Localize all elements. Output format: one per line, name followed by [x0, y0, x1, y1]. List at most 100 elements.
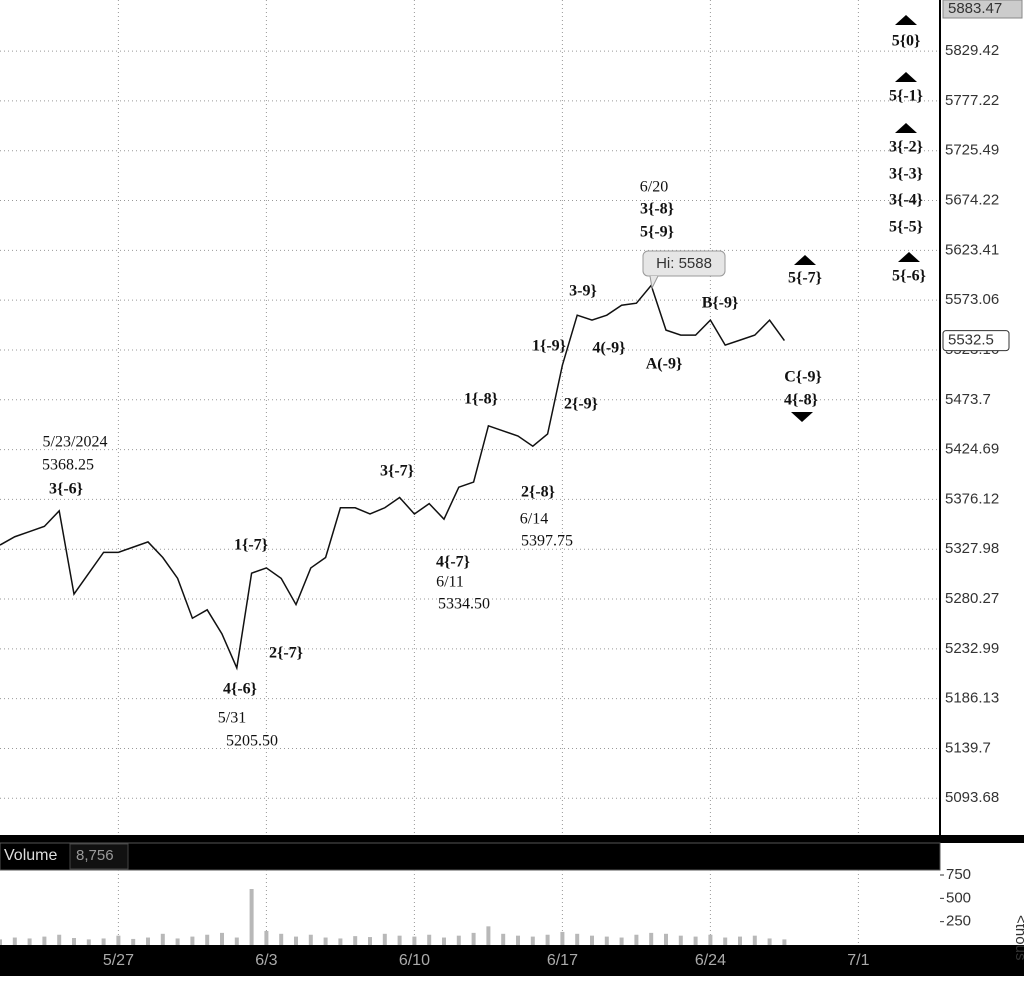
volume-bar: [723, 937, 728, 945]
y-tick-label: 5777.22: [945, 92, 999, 109]
up-arrow: [895, 15, 917, 25]
volume-bar: [42, 936, 47, 945]
wave-label: 5{-5}: [889, 219, 923, 236]
volume-bar: [397, 935, 402, 945]
y-tick-label: 5327.98: [945, 540, 999, 557]
x-tick-label: 7/1: [847, 952, 869, 969]
volume-bar: [264, 931, 269, 945]
y-tick-label: 5186.13: [945, 690, 999, 707]
wave-label: 3{-7}: [380, 463, 414, 480]
volume-bar: [560, 931, 565, 945]
wave-label: 5368.25: [42, 457, 94, 474]
last-price-box: [942, 330, 1010, 352]
volume-bar: [131, 938, 136, 945]
volume-bar: [545, 934, 550, 945]
volume-bar: [693, 936, 698, 945]
y-tick-label: 5674.22: [945, 192, 999, 209]
volume-bar: [427, 934, 432, 945]
volume-bar: [353, 936, 358, 945]
volume-unit: <thous: [1012, 915, 1024, 960]
volume-bar: [220, 932, 224, 945]
wave-label: 2{-8}: [521, 484, 555, 501]
volume-bar: [72, 938, 76, 945]
volume-bar: [456, 935, 461, 945]
wave-label: 4{-8}: [784, 392, 818, 409]
wave-label: 5{0}: [892, 33, 921, 50]
y-tick-label: 5623.41: [945, 241, 999, 258]
volume-bar: [471, 932, 476, 945]
volume-bar: [205, 934, 210, 945]
volume-bar: [738, 936, 742, 945]
callout-pointer: [649, 275, 659, 290]
volume-header: [0, 842, 941, 871]
y-tick-label: 5725.49: [945, 142, 999, 159]
wave-label: 3{-2}: [889, 139, 923, 156]
wave-label: 5{-7}: [788, 270, 822, 287]
volume-bar: [338, 938, 343, 945]
volume-bar: [664, 933, 668, 945]
up-arrow: [895, 72, 917, 82]
wave-label: 6/20: [640, 179, 668, 196]
wave-label: 1{-8}: [464, 391, 498, 408]
x-tick-label: 6/17: [547, 952, 578, 969]
volume-bar: [234, 937, 239, 945]
volume-bar: [27, 938, 32, 945]
wave-label: 2{-7}: [269, 645, 303, 662]
separator: [0, 835, 1024, 843]
volume-bar: [190, 936, 195, 945]
wave-label: 3-9}: [569, 283, 597, 300]
volume-tick-label: 500: [946, 889, 971, 906]
y-tick-label: 5280.27: [945, 590, 999, 607]
volume-tick-label: 250: [946, 913, 971, 930]
volume-bar: [382, 933, 387, 945]
wave-label: 5{-1}: [889, 88, 923, 105]
volume-bar: [0, 939, 2, 945]
callout-label: Hi: 5588: [656, 255, 712, 272]
y-tick-label: 5473.7: [945, 391, 991, 408]
volume-bar: [294, 936, 298, 945]
down-arrow: [791, 412, 813, 422]
volume-bar: [752, 935, 757, 945]
volume-bar: [767, 938, 772, 945]
wave-label: 6/14: [520, 511, 548, 528]
wave-label: 3{-8}: [640, 201, 674, 218]
volume-bar: [708, 934, 713, 945]
wave-label: A(-9}: [646, 356, 683, 373]
volume-bar: [323, 937, 328, 945]
volume-tick-label: 750: [946, 866, 971, 883]
volume-bar: [649, 932, 654, 945]
wave-label: 3{-4}: [889, 192, 923, 209]
wave-label: 3{-6}: [49, 481, 83, 498]
wave-label: 5/23/2024: [43, 434, 108, 451]
volume-bar: [678, 935, 683, 945]
last-price-label: 5532.5: [948, 332, 994, 349]
volume-title: Volume: [4, 847, 57, 864]
volume-bar: [308, 934, 313, 945]
volume-last: 8,756: [76, 847, 114, 864]
y-tick-label: 5376.12: [945, 490, 999, 507]
up-arrow: [794, 255, 816, 265]
y-tick-label: 5573.06: [945, 291, 999, 308]
x-tick-label: 6/10: [399, 952, 430, 969]
volume-bar: [146, 937, 150, 945]
volume-bar: [175, 938, 180, 945]
y-tick-label: 5829.42: [945, 42, 999, 59]
axis-top-box: [942, 0, 1023, 19]
y-tick-label: 5424.69: [945, 441, 999, 458]
price-line: [0, 283, 786, 671]
y-tick-label: 5232.99: [945, 640, 999, 657]
y-tick-label: 5093.68: [945, 789, 999, 806]
volume-bar: [12, 937, 17, 945]
price-plot: [0, 0, 940, 835]
volume-bar: [116, 935, 121, 945]
volume-bar: [590, 935, 594, 945]
volume-bar: [86, 939, 91, 945]
volume-bar: [57, 934, 62, 945]
wave-label: 1{-7}: [234, 537, 268, 554]
volume-bar: [101, 938, 106, 945]
volume-bar: [368, 937, 372, 945]
volume-box: [69, 843, 129, 870]
wave-label: 5397.75: [521, 533, 573, 550]
volume-bar: [486, 926, 491, 945]
volume-bar: [501, 933, 506, 945]
